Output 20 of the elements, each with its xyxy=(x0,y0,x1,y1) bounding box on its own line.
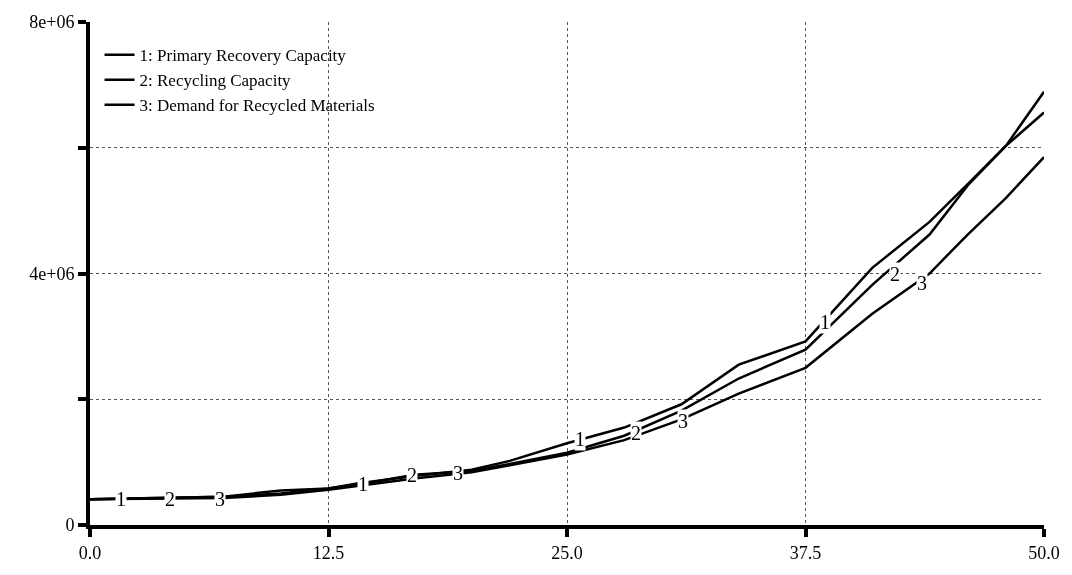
x-tick-label: 25.0 xyxy=(551,542,583,563)
y-tick-label: 4e+06 xyxy=(29,263,75,284)
annotation: 2 xyxy=(890,263,900,285)
annotation: 3 xyxy=(453,462,463,484)
x-tick-label: 12.5 xyxy=(312,542,345,563)
x-tick-label: 0.0 xyxy=(78,542,102,563)
annotation: 3 xyxy=(917,272,927,294)
legend-label: 2: Recycling Capacity xyxy=(139,71,292,91)
annotation: 2 xyxy=(631,422,641,444)
legend-label: 3: Demand for Recycled Materials xyxy=(139,96,375,116)
annotation: 1 xyxy=(575,428,585,450)
legend-label: 1: Primary Recovery Capacity xyxy=(139,46,347,66)
y-tick-label: 8e+06 xyxy=(29,12,75,33)
annotation: 1 xyxy=(820,311,830,333)
y-tick-label: 0 xyxy=(65,515,75,536)
annotation: 1 xyxy=(116,488,126,510)
annotation: 2 xyxy=(165,488,175,510)
annotation: 1 xyxy=(358,473,368,495)
x-tick-label: 50.0 xyxy=(1028,542,1060,563)
x-tick-label: 37.5 xyxy=(789,542,822,563)
